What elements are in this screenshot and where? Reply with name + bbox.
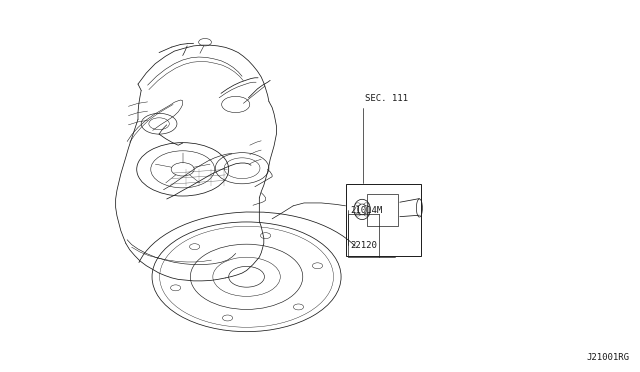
Text: 21014M: 21014M — [351, 206, 383, 215]
Bar — [367, 193, 398, 226]
Text: SEC. 111: SEC. 111 — [365, 94, 408, 103]
Text: 22120: 22120 — [351, 241, 378, 250]
Bar — [346, 184, 421, 256]
Text: J21001RG: J21001RG — [587, 353, 630, 362]
